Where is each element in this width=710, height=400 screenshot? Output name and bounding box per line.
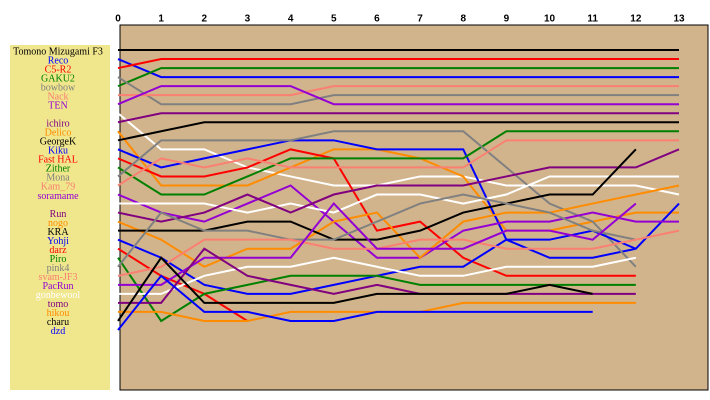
legend-panel — [10, 45, 110, 390]
series-line — [117, 112, 679, 124]
series-line — [117, 121, 679, 142]
legend-label: hikou — [47, 308, 70, 319]
legend-label: Fast HAL — [38, 155, 78, 166]
legend-label: charu — [47, 317, 69, 328]
x-tick-label: 10 — [544, 14, 556, 25]
x-tick-label: 0 — [115, 14, 121, 25]
series-line — [118, 202, 637, 286]
series-line — [117, 139, 680, 259]
series-line — [117, 148, 680, 223]
legend-label: Kiku — [48, 146, 68, 157]
series-line — [118, 175, 679, 214]
series-line — [118, 247, 636, 304]
series-line — [117, 130, 679, 196]
x-tick-label: 11 — [587, 14, 598, 25]
legend-label: Mona — [46, 173, 70, 184]
legend-label: svam-JF3 — [39, 272, 78, 283]
series-line — [117, 130, 679, 232]
legend-label: nogo — [48, 218, 68, 229]
x-tick-label: 12 — [630, 14, 642, 25]
legend-label: TEN — [48, 100, 67, 111]
legend-label: Run — [50, 209, 67, 220]
x-tick-label: 7 — [417, 14, 423, 25]
series-line — [117, 58, 679, 70]
series-line — [117, 256, 593, 322]
x-tick-label: 4 — [288, 14, 294, 25]
x-tick-label: 5 — [331, 14, 337, 25]
x-tick-label: 13 — [673, 14, 685, 25]
x-tick-label: 6 — [374, 14, 380, 25]
legend-label: GeorgeK — [40, 137, 77, 148]
legend-label: KRA — [47, 227, 69, 238]
legend-label: PacRun — [42, 281, 73, 292]
legend-label: soramame — [37, 191, 79, 202]
legend-label: bowbow — [41, 82, 76, 93]
series-line — [117, 193, 637, 268]
series-line — [117, 76, 679, 106]
legend-label: Yohji — [47, 236, 69, 247]
series-line — [117, 229, 680, 277]
legend-label: tomo — [48, 299, 69, 310]
legend-label: dzd — [51, 326, 65, 337]
series-line — [118, 256, 637, 295]
legend-label: gonbewool — [36, 290, 81, 301]
x-tick-label: 2 — [202, 14, 208, 25]
x-tick-label: 1 — [158, 14, 164, 25]
x-tick-label: 9 — [504, 14, 510, 25]
series-line — [117, 184, 679, 259]
legend-label: C5-R2 — [45, 64, 72, 75]
legend-label: Zither — [46, 164, 71, 175]
series-line — [117, 130, 637, 268]
legend-label: Nack — [47, 91, 68, 102]
x-tick-label: 3 — [245, 14, 251, 25]
series-line — [117, 58, 679, 79]
series-line — [117, 85, 679, 106]
legend-label: pink4 — [47, 263, 70, 274]
x-tick-label: 8 — [460, 14, 466, 25]
plot-area — [119, 24, 709, 391]
series-line — [118, 85, 679, 97]
legend-label: GAKU2 — [41, 73, 75, 84]
legend-label: darz — [49, 245, 67, 256]
legend-label: Delico — [45, 128, 72, 139]
series-line — [117, 139, 679, 187]
series-line — [117, 67, 679, 88]
legend-label: ichiro — [46, 119, 69, 130]
legend-label: Tomono Mizugami F3 — [13, 46, 103, 57]
series-line — [117, 274, 593, 331]
legend-label: Reco — [48, 55, 69, 66]
series-line — [117, 148, 636, 277]
legend-label: Kam_79 — [41, 182, 75, 193]
legend-label: Piro — [50, 254, 67, 265]
series-line — [117, 112, 680, 196]
